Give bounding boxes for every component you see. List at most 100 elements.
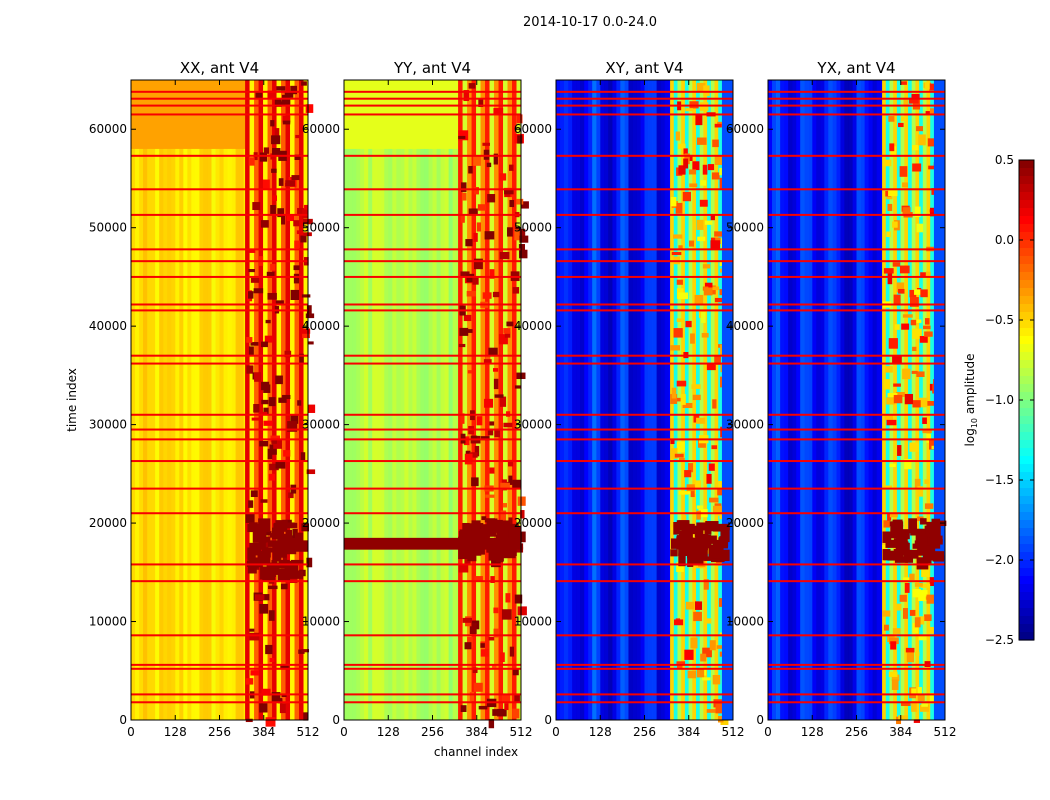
heatmap-cell [519,228,526,240]
x-tick-label: 384 [252,725,275,739]
flagged-time-line [768,248,945,251]
heatmap-cell [267,540,281,547]
heatmap-cell [301,523,310,532]
heatmap-cell [714,355,721,365]
heatmap-cell [293,265,300,271]
heatmap-cell [718,481,723,490]
heatmap-cell [458,563,469,573]
heatmap-cell [685,108,693,112]
heatmap-cell [516,80,522,720]
colorbar-segment [1019,256,1034,265]
heatmap-cell [882,531,892,543]
heatmap-cell [253,404,260,413]
flagged-time-line [768,97,945,100]
heatmap-cell [282,120,291,125]
heatmap-cell [882,485,893,489]
flagged-time-line [556,634,733,637]
heatmap-cell [249,542,263,550]
heatmap-cell [392,80,397,720]
heatmap-cell [560,80,565,720]
heatmap-cell [705,521,719,532]
heatmap-cell [924,318,930,325]
heatmap-cell [480,80,486,720]
heatmap-cell [896,282,905,293]
heatmap-cell [452,80,458,720]
heatmap-cell [463,314,472,322]
heatmap-cell [927,400,936,406]
heatmap-cell [674,453,684,458]
heatmap-cell [473,155,481,166]
heatmap-cell [694,601,703,610]
colorbar-segment [1019,472,1034,481]
heatmap-cell [710,214,715,221]
flagged-time-line [556,438,733,441]
heatmap-cell [520,201,529,209]
heatmap-cell [498,334,508,345]
heatmap-cell [467,80,473,720]
flagged-time-line [556,460,733,463]
heatmap-cell [714,297,725,303]
heatmap-cell [714,503,722,507]
heatmap-cell [887,513,892,521]
heatmap-cell [636,80,641,720]
heatmap-cell [900,80,905,720]
heatmap-cell [507,227,513,237]
heatmap-cell [494,429,501,438]
flagged-time-line [556,563,733,566]
heatmap-cell [191,80,196,720]
heatmap-cell [690,333,695,344]
heatmap-cell [254,80,260,720]
y-tick-label: 40000 [89,319,127,333]
heatmap-cell [280,583,288,590]
heatmap-cell [890,641,897,650]
heatmap-cell [696,137,707,145]
heatmap-cell [304,204,309,210]
heatmap-cell [468,83,476,89]
heatmap-cell [701,332,709,338]
heatmap-cell [471,477,479,487]
heatmap-cell [472,667,478,674]
heatmap-cell [296,230,302,235]
colorbar-segment [1019,304,1034,313]
heatmap-cell [714,123,722,128]
heatmap-cell [507,80,513,720]
heatmap-cell [290,85,298,95]
flagged-time-line [344,248,521,251]
heatmap-cell [929,529,936,540]
flagged-time-line [768,701,945,704]
heatmap-cell [480,643,485,648]
heatmap-cell [259,603,269,614]
heatmap-cell [892,221,898,228]
heatmap-cell [460,271,470,278]
heatmap-cell [264,547,275,553]
heatmap-cell [681,514,687,524]
heatmap-cell [776,80,781,720]
heatmap-cell [305,104,314,113]
heatmap-cell [707,164,715,171]
colorbar-segment [1019,432,1034,441]
heatmap-cell [927,138,935,147]
y-tick-label: 0 [119,713,127,727]
heatmap-cell [517,135,523,144]
heatmap-cell [701,524,711,531]
heatmap-cell [684,80,690,720]
heatmap-cell [648,80,654,720]
heatmap-cell [876,80,882,720]
heatmap-cell [518,249,528,259]
heatmap-cell [268,397,276,407]
heatmap-cell [303,80,309,720]
colorbar-tick-label: −0.5 [985,313,1014,327]
panel-3: XY, ant V4 0 128 256 384 512 0 10000 20000 30000 4… [514,59,745,739]
heatmap-cell [500,482,510,490]
heatmap-cell [887,203,893,211]
heatmap-cell [695,114,703,126]
heatmap-cell [199,80,204,720]
heatmap-cell [272,148,281,156]
flagged-time-line [768,303,945,306]
y-tick-label: 0 [544,713,552,727]
flagged-time-line [768,354,945,357]
heatmap-cell [670,440,675,445]
heatmap-cell [906,549,919,559]
y-tick-label: 20000 [89,516,127,530]
heatmap-cell [676,318,685,322]
